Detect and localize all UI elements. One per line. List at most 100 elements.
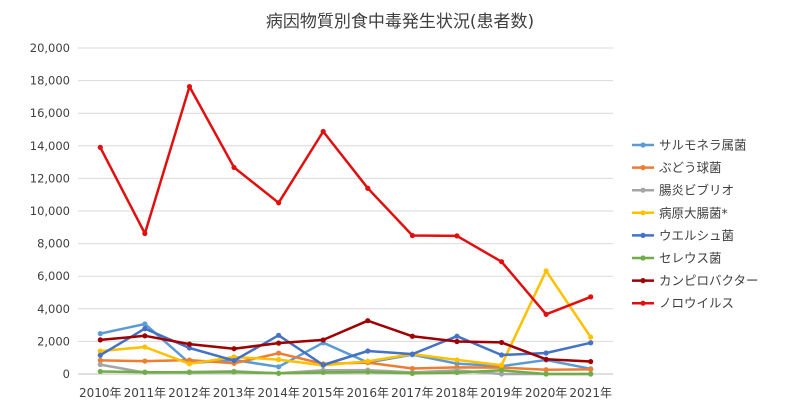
x-tick-label: 2020年: [525, 386, 568, 400]
data-point: [320, 128, 326, 135]
data-point: [588, 358, 594, 365]
x-tick-label: 2015年: [302, 386, 345, 400]
series-7: [97, 318, 594, 365]
x-tick-label: 2017年: [391, 386, 434, 400]
data-point: [543, 350, 549, 356]
legend-marker: [640, 210, 646, 216]
x-tick-label: 2018年: [436, 386, 479, 400]
y-tick-label: 18,000: [30, 74, 70, 88]
y-tick-label: 10,000: [30, 204, 70, 218]
legend-item: ぶどう球菌: [632, 160, 722, 175]
data-point: [231, 164, 237, 171]
legend-marker: [640, 255, 646, 261]
data-point: [454, 360, 460, 367]
legend-marker: [640, 278, 646, 284]
series-line: [100, 269, 592, 367]
data-point: [231, 346, 237, 352]
x-tick-label: 2010年: [79, 386, 122, 400]
data-point: [186, 341, 193, 347]
y-tick-label: 8,000: [37, 237, 70, 251]
x-tick-label: 2016年: [347, 386, 390, 400]
data-point: [276, 370, 282, 376]
legend-item: ノロウイルス: [632, 296, 734, 311]
legend-marker: [640, 142, 646, 148]
legend-item: サルモネラ属菌: [632, 138, 747, 153]
y-tick-label: 14,000: [30, 139, 70, 153]
data-point: [543, 367, 549, 373]
data-point: [498, 352, 505, 358]
data-point: [454, 338, 460, 345]
data-point: [365, 348, 371, 354]
legend-label: カンピロバクター: [659, 273, 759, 288]
x-tick-label: 2013年: [213, 386, 256, 400]
data-point: [365, 318, 371, 324]
series-line: [100, 319, 591, 363]
y-tick-label: 2,000: [37, 334, 70, 348]
data-point: [588, 340, 594, 346]
data-point: [186, 361, 193, 367]
data-point: [320, 362, 326, 368]
legend-label: セレウス菌: [659, 251, 722, 266]
data-point: [320, 337, 326, 343]
plot-area: [97, 83, 594, 377]
data-point: [454, 369, 460, 376]
data-point: [97, 337, 103, 343]
data-point: [276, 340, 282, 346]
data-point: [409, 351, 415, 357]
data-point: [543, 311, 549, 317]
data-point: [142, 358, 148, 364]
series-8: [97, 83, 594, 317]
legend-item: ウエルシュ菌: [632, 228, 734, 243]
data-point: [409, 232, 415, 239]
data-point: [365, 185, 371, 191]
x-tick-label: 2012年: [168, 386, 211, 400]
data-point: [454, 233, 460, 239]
x-tick-label: 2014年: [257, 386, 300, 400]
legend-item: 腸炎ビブリオ: [632, 183, 734, 198]
data-point: [231, 354, 237, 360]
legend-item: セレウス菌: [632, 251, 722, 266]
data-point: [543, 371, 549, 377]
data-point: [365, 358, 371, 364]
data-point: [186, 357, 193, 363]
data-point: [97, 144, 103, 150]
data-point: [498, 362, 505, 368]
series-6: [97, 367, 594, 377]
data-point: [365, 369, 371, 375]
data-point: [231, 369, 237, 375]
legend-label: サルモネラ属菌: [659, 138, 747, 153]
data-point: [543, 268, 549, 274]
series-line: [99, 327, 591, 367]
data-point: [588, 366, 594, 372]
x-tick-label: 2011年: [124, 386, 167, 400]
y-tick-label: 16,000: [30, 106, 70, 120]
data-point: [454, 357, 460, 363]
y-axis-ticks: 0 2,000 4,000 6,000 8,000 10,000 12,000 14,000 1…: [30, 41, 70, 381]
data-point: [498, 367, 505, 373]
data-point: [409, 370, 415, 376]
data-point: [588, 371, 594, 377]
data-point: [409, 365, 415, 372]
data-point: [454, 333, 460, 339]
y-tick-label: 4,000: [37, 302, 70, 316]
legend-marker: [640, 300, 646, 306]
data-point: [276, 356, 282, 363]
data-point: [276, 200, 282, 206]
data-point: [142, 321, 148, 327]
data-point: [276, 364, 282, 370]
x-axis-ticks: 2010年 2011年 2012年 2013年 2014年 2015年 2016年 2017年…: [79, 386, 612, 400]
data-point: [498, 259, 505, 265]
legend-marker: [640, 187, 646, 193]
data-point: [97, 361, 103, 368]
data-point: [320, 369, 326, 376]
data-point: [97, 352, 103, 358]
y-tick-label: 0: [63, 367, 70, 381]
data-point: [186, 345, 193, 351]
data-point: [142, 333, 148, 339]
legend-marker: [640, 165, 646, 171]
data-point: [498, 339, 505, 346]
y-tick-label: 12,000: [30, 171, 70, 185]
data-point: [543, 356, 549, 362]
